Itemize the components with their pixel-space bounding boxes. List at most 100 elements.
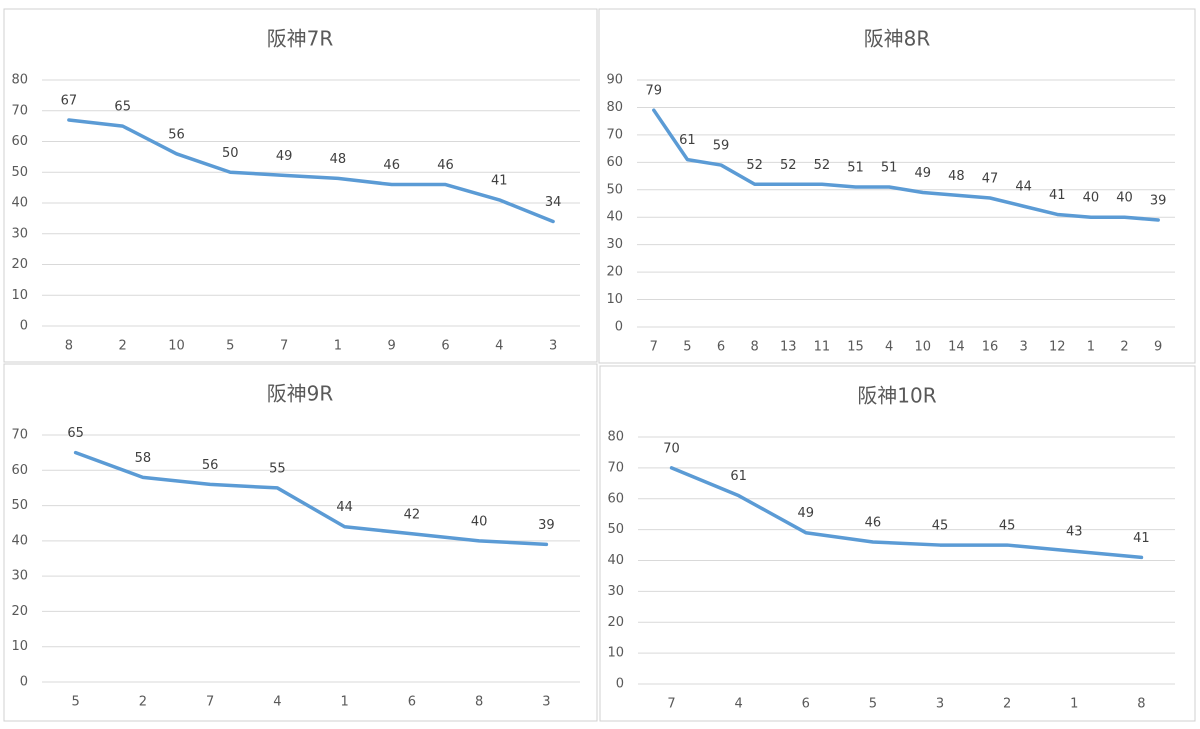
y-tick-label: 30: [11, 226, 28, 241]
y-tick-label: 40: [11, 533, 28, 548]
data-label: 44: [336, 500, 353, 515]
y-tick-label: 20: [606, 265, 623, 280]
data-label: 59: [713, 139, 730, 154]
y-tick-label: 10: [607, 646, 624, 661]
y-tick-label: 70: [607, 460, 624, 475]
data-label: 39: [1150, 193, 1167, 208]
x-tick-label: 10: [168, 339, 185, 354]
y-tick-label: 20: [607, 615, 624, 630]
x-tick-label: 4: [885, 340, 893, 355]
x-tick-label: 8: [1137, 697, 1145, 712]
data-line: [669, 466, 1144, 560]
y-tick-label: 10: [11, 639, 28, 654]
data-label: 58: [135, 451, 152, 466]
data-label: 47: [982, 172, 999, 187]
x-tick-label: 2: [1003, 697, 1011, 712]
y-tick-label: 0: [20, 319, 28, 334]
data-label: 46: [383, 158, 400, 173]
data-label: 49: [798, 506, 815, 521]
data-label: 48: [330, 152, 347, 167]
data-line: [652, 108, 1160, 222]
y-tick-label: 50: [11, 498, 28, 513]
data-label: 79: [646, 84, 663, 99]
y-tick-label: 30: [607, 584, 624, 599]
data-label: 52: [746, 158, 763, 173]
x-tick-label: 14: [948, 340, 965, 355]
chart-title: 阪神7R: [267, 27, 334, 51]
data-line: [67, 118, 555, 224]
data-label: 42: [404, 507, 421, 522]
data-label: 44: [1015, 180, 1032, 195]
y-tick-label: 40: [606, 210, 623, 225]
x-tick-label: 5: [71, 695, 79, 710]
data-label: 40: [1083, 191, 1100, 206]
y-tick-label: 40: [11, 196, 28, 211]
data-label: 40: [1116, 191, 1133, 206]
y-tick-label: 30: [11, 569, 28, 584]
x-tick-label: 1: [334, 339, 342, 354]
data-label: 45: [932, 519, 949, 534]
y-tick-label: 10: [11, 288, 28, 303]
data-label: 46: [865, 515, 882, 530]
data-label: 52: [814, 158, 831, 173]
data-label: 46: [437, 158, 454, 173]
chart-title: 阪神9R: [267, 382, 334, 406]
data-label: 43: [1066, 525, 1083, 540]
x-tick-label: 3: [936, 697, 944, 712]
data-line: [73, 450, 549, 547]
y-tick-label: 70: [606, 127, 623, 142]
data-label: 45: [999, 519, 1016, 534]
x-tick-label: 4: [735, 697, 743, 712]
x-tick-label: 6: [717, 340, 725, 355]
x-tick-label: 8: [65, 339, 73, 354]
x-tick-label: 9: [1154, 340, 1162, 355]
y-tick-label: 20: [11, 257, 28, 272]
x-tick-label: 5: [683, 340, 691, 355]
x-tick-label: 5: [869, 697, 877, 712]
x-tick-label: 7: [206, 695, 214, 710]
x-tick-label: 6: [408, 695, 416, 710]
data-label: 70: [663, 441, 680, 456]
data-label: 41: [1049, 188, 1066, 203]
x-tick-label: 5: [226, 339, 234, 354]
x-tick-label: 1: [1087, 340, 1095, 355]
y-tick-label: 60: [11, 134, 28, 149]
y-tick-label: 30: [606, 237, 623, 252]
data-label: 40: [471, 514, 488, 529]
y-tick-label: 0: [20, 675, 28, 690]
x-tick-label: 1: [1070, 697, 1078, 712]
x-tick-label: 8: [475, 695, 483, 710]
x-tick-label: 12: [1049, 340, 1066, 355]
x-tick-label: 16: [982, 340, 999, 355]
x-tick-label: 7: [650, 340, 658, 355]
y-tick-label: 80: [11, 73, 28, 88]
data-label: 61: [730, 469, 747, 484]
x-tick-label: 3: [1020, 340, 1028, 355]
x-tick-label: 15: [847, 340, 864, 355]
data-label: 65: [67, 426, 84, 441]
y-tick-label: 60: [607, 491, 624, 506]
data-label: 39: [538, 518, 555, 533]
y-tick-label: 70: [11, 428, 28, 443]
y-tick-label: 10: [606, 292, 623, 307]
data-label: 61: [679, 133, 696, 148]
chart-title: 阪神10R: [857, 384, 936, 408]
y-tick-label: 0: [615, 320, 623, 335]
data-label: 49: [276, 149, 293, 164]
y-tick-label: 0: [616, 677, 624, 692]
x-tick-label: 6: [802, 697, 810, 712]
chart-title: 阪神8R: [864, 27, 931, 51]
y-tick-label: 90: [606, 73, 623, 88]
data-label: 56: [168, 127, 185, 142]
x-tick-label: 2: [1120, 340, 1128, 355]
chart-panel: [3, 8, 598, 363]
data-label: 56: [202, 458, 219, 473]
data-label: 41: [491, 173, 508, 188]
x-tick-label: 1: [340, 695, 348, 710]
y-tick-label: 50: [606, 182, 623, 197]
x-tick-label: 3: [549, 339, 557, 354]
data-label: 55: [269, 461, 286, 476]
data-label: 50: [222, 146, 239, 161]
